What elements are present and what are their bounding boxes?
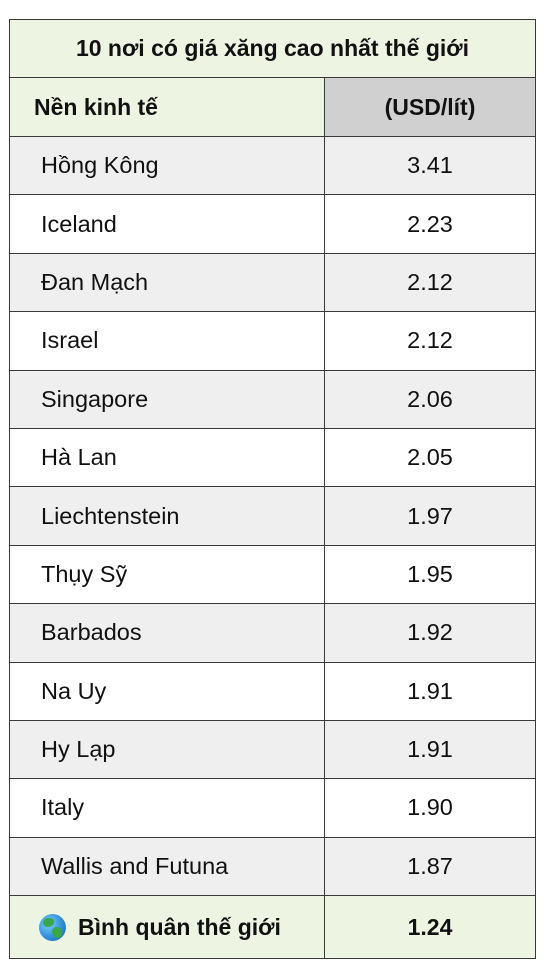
row-name: Wallis and Futuna	[9, 836, 325, 897]
price-table: 10 nơi có giá xăng cao nhất thế giới Nền…	[9, 19, 536, 960]
row-name: Đan Mạch	[9, 252, 325, 313]
table-row: Singapore 2.06	[9, 369, 536, 429]
row-name: Iceland	[9, 194, 325, 254]
title-row: 10 nơi có giá xăng cao nhất thế giới	[9, 19, 536, 78]
table-row: Đan Mạch 2.12	[9, 252, 536, 313]
table-title: 10 nơi có giá xăng cao nhất thế giới	[9, 19, 536, 78]
row-name: Hà Lan	[9, 427, 325, 488]
table-row: Italy 1.90	[9, 778, 536, 838]
table-row: Barbados 1.92	[9, 603, 536, 663]
globe-icon	[39, 913, 66, 941]
row-value: 3.41	[324, 135, 536, 196]
table-row: Na Uy 1.91	[9, 661, 536, 721]
table-row: Hy Lạp 1.91	[9, 719, 536, 780]
row-name: Italy	[9, 778, 325, 838]
row-value: 2.06	[324, 369, 536, 429]
row-name: Israel	[9, 311, 325, 371]
table-row: Hồng Kông 3.41	[9, 135, 536, 196]
column-header-name: Nền kinh tế	[9, 77, 325, 137]
row-value: 1.95	[324, 544, 536, 605]
row-name: Barbados	[9, 603, 325, 663]
row-value: 1.91	[324, 661, 536, 721]
row-name: Thụy Sỹ	[9, 544, 325, 605]
world-average-label-cell: Bình quân thế giới	[9, 895, 325, 960]
row-value: 1.87	[324, 836, 536, 897]
row-value: 2.12	[324, 252, 536, 313]
row-value: 1.92	[324, 603, 536, 663]
table-row: Iceland 2.23	[9, 194, 536, 254]
row-name: Hy Lạp	[9, 719, 325, 780]
row-value: 1.97	[324, 486, 536, 546]
world-average-value: 1.24	[324, 895, 536, 960]
row-name: Hồng Kông	[9, 135, 325, 196]
table-row: Wallis and Futuna 1.87	[9, 836, 536, 897]
column-header-unit: (USD/lít)	[324, 77, 536, 137]
table-row: Israel 2.12	[9, 311, 536, 371]
table-row: Hà Lan 2.05	[9, 427, 536, 488]
row-value: 1.91	[324, 719, 536, 780]
table-row: Thụy Sỹ 1.95	[9, 544, 536, 605]
table-row: Liechtenstein 1.97	[9, 486, 536, 546]
world-average-label: Bình quân thế giới	[78, 913, 281, 940]
row-name: Liechtenstein	[9, 486, 325, 546]
row-value: 2.05	[324, 427, 536, 488]
row-value: 2.12	[324, 311, 536, 371]
row-value: 2.23	[324, 194, 536, 254]
header-row: Nền kinh tế (USD/lít)	[9, 77, 536, 137]
row-value: 1.90	[324, 778, 536, 838]
row-name: Na Uy	[9, 661, 325, 721]
row-name: Singapore	[9, 369, 325, 429]
world-average-row: Bình quân thế giới 1.24	[9, 895, 536, 960]
